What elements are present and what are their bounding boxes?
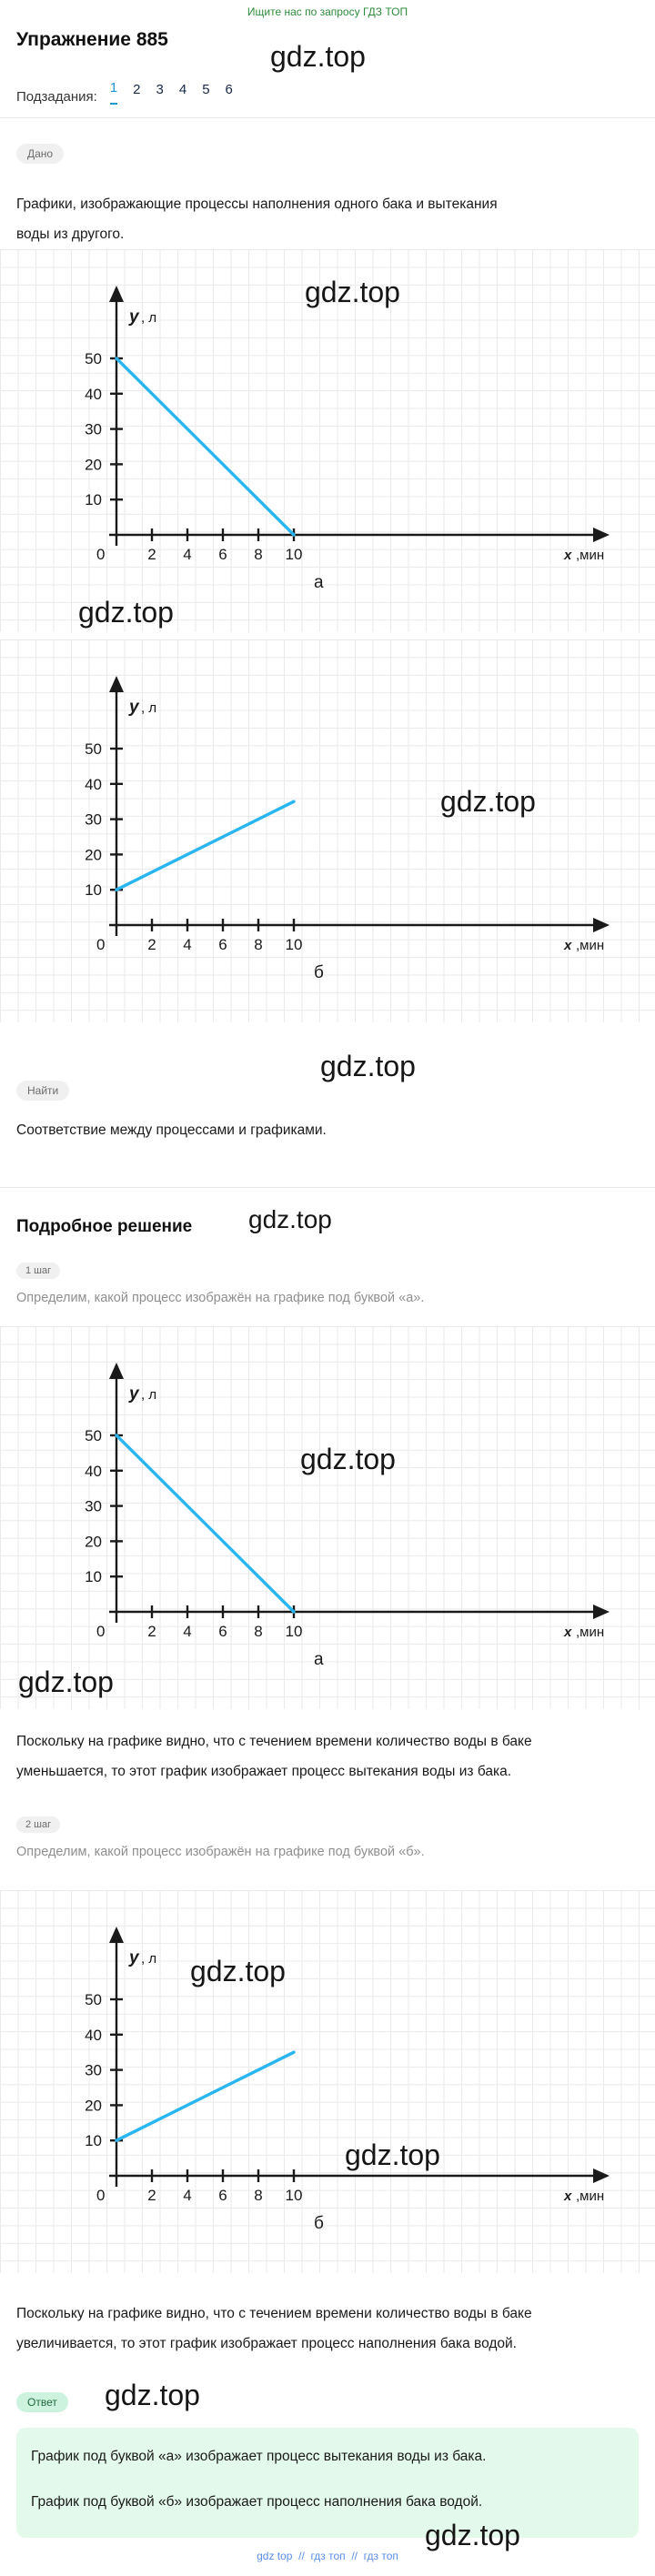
svg-text:x: x — [563, 1625, 572, 1640]
svg-text:20: 20 — [85, 2097, 102, 2114]
svg-text:y: y — [128, 1948, 140, 1967]
svg-text:, л: , л — [141, 310, 156, 326]
svg-text:, л: , л — [141, 1387, 156, 1403]
svg-text:8: 8 — [254, 546, 262, 563]
svg-text:10: 10 — [286, 1623, 303, 1640]
svg-text:30: 30 — [85, 1497, 102, 1514]
svg-text:2: 2 — [147, 936, 156, 953]
svg-text:,мин: ,мин — [576, 938, 604, 953]
svg-text:8: 8 — [254, 2187, 262, 2204]
svg-text:10: 10 — [85, 491, 102, 508]
svg-text:,мин: ,мин — [576, 548, 604, 563]
svg-text:2: 2 — [147, 546, 156, 563]
svg-text:4: 4 — [183, 546, 191, 563]
svg-text:50: 50 — [85, 1991, 102, 2008]
svg-text:, л: , л — [141, 1951, 156, 1967]
svg-text:0: 0 — [96, 546, 105, 563]
svg-text:y: y — [128, 1384, 140, 1404]
svg-text:2: 2 — [147, 1623, 156, 1640]
svg-text:4: 4 — [183, 2187, 191, 2204]
svg-text:8: 8 — [254, 1623, 262, 1640]
svg-text:y: y — [128, 307, 140, 327]
svg-text:6: 6 — [218, 936, 227, 953]
svg-text:10: 10 — [286, 2187, 303, 2204]
svg-text:2: 2 — [147, 2187, 156, 2204]
svg-text:y: y — [128, 698, 140, 717]
svg-text:10: 10 — [286, 546, 303, 563]
svg-text:40: 40 — [85, 776, 102, 793]
svg-text:40: 40 — [85, 1463, 102, 1480]
svg-text:,мин: ,мин — [576, 2189, 604, 2204]
svg-text:10: 10 — [85, 1568, 102, 1585]
svg-text:20: 20 — [85, 1533, 102, 1550]
svg-text:,мин: ,мин — [576, 1625, 604, 1640]
svg-text:x: x — [563, 548, 572, 563]
svg-text:40: 40 — [85, 386, 102, 403]
svg-text:0: 0 — [96, 1623, 105, 1640]
svg-text:б: б — [314, 2214, 324, 2233]
svg-text:40: 40 — [85, 2026, 102, 2043]
svg-text:, л: , л — [141, 700, 156, 716]
svg-text:8: 8 — [254, 936, 262, 953]
svg-text:6: 6 — [218, 546, 227, 563]
svg-text:50: 50 — [85, 1427, 102, 1444]
svg-text:0: 0 — [96, 936, 105, 953]
svg-text:20: 20 — [85, 846, 102, 863]
svg-text:20: 20 — [85, 456, 102, 473]
svg-text:6: 6 — [218, 2187, 227, 2204]
svg-text:а: а — [314, 1650, 324, 1669]
svg-text:10: 10 — [85, 881, 102, 899]
svg-text:10: 10 — [85, 2132, 102, 2149]
svg-text:30: 30 — [85, 811, 102, 829]
svg-text:x: x — [563, 2189, 572, 2204]
svg-text:0: 0 — [96, 2187, 105, 2204]
svg-text:б: б — [314, 963, 324, 982]
svg-text:50: 50 — [85, 740, 102, 758]
svg-text:6: 6 — [218, 1623, 227, 1640]
svg-text:x: x — [563, 938, 572, 953]
svg-text:10: 10 — [286, 936, 303, 953]
svg-text:4: 4 — [183, 936, 191, 953]
svg-text:4: 4 — [183, 1623, 191, 1640]
svg-text:а: а — [314, 573, 324, 592]
svg-text:30: 30 — [85, 2061, 102, 2078]
svg-text:30: 30 — [85, 421, 102, 438]
svg-text:50: 50 — [85, 350, 102, 367]
